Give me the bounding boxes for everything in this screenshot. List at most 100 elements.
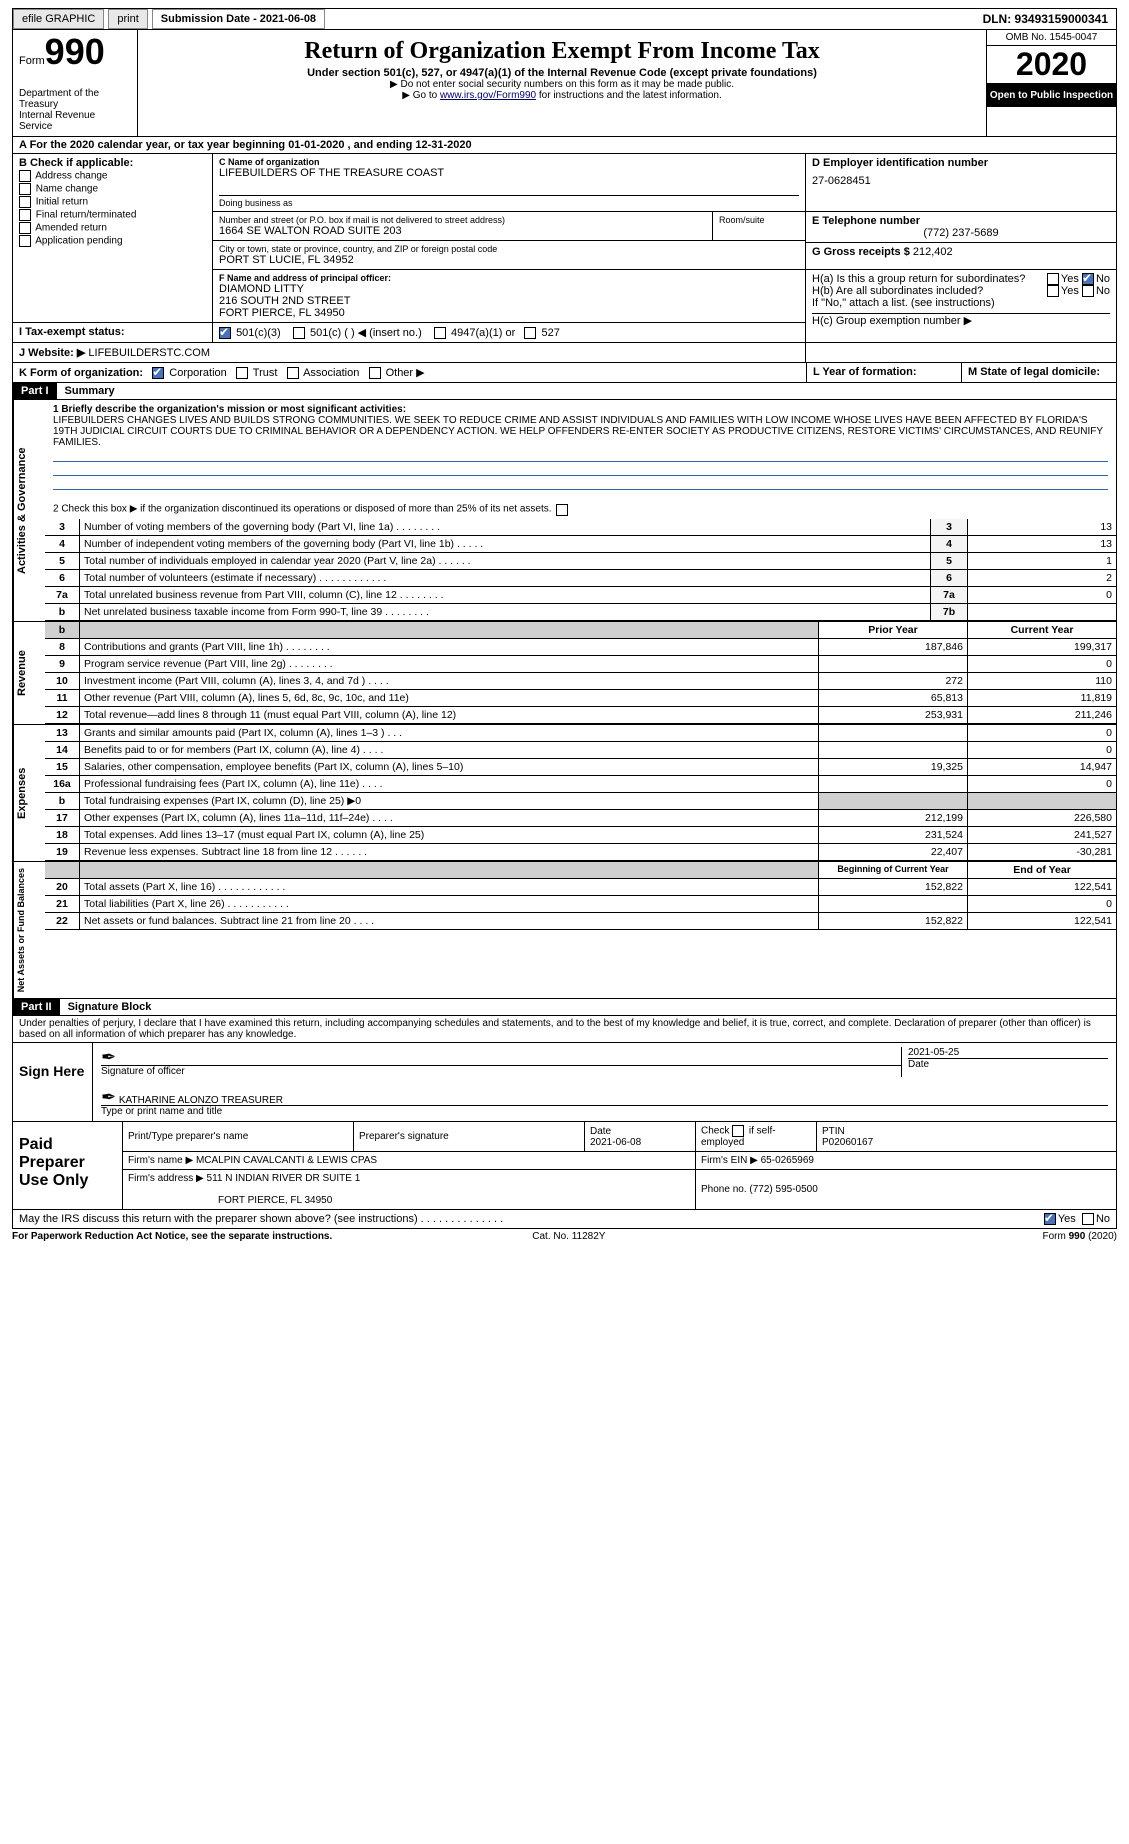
firm-name: MCALPIN CAVALCANTI & LEWIS CPAS (196, 1155, 377, 1166)
declaration: Under penalties of perjury, I declare th… (12, 1016, 1117, 1043)
paid-preparer: Paid Preparer Use Only Print/Type prepar… (12, 1122, 1117, 1210)
sign-here-label: Sign Here (13, 1043, 93, 1121)
year-formation: L Year of formation: (813, 366, 917, 378)
box-b-label: B Check if applicable: (19, 157, 206, 169)
exp-side-label: Expenses (13, 725, 45, 861)
rev-table: bPrior YearCurrent Year8Contributions an… (45, 622, 1116, 724)
self-emp-checkbox[interactable] (732, 1125, 744, 1137)
discuss-no-checkbox[interactable] (1082, 1213, 1094, 1225)
sig-date: 2021-05-25 (908, 1047, 1108, 1058)
activities-governance: Activities & Governance 1 Briefly descri… (12, 400, 1117, 622)
box-lm: L Year of formation: M State of legal do… (806, 363, 1116, 383)
box-h: H(a) Is this a group return for subordin… (806, 270, 1116, 343)
officer-addr2: FORT PIERCE, FL 34950 (219, 307, 799, 319)
prep-date: 2021-06-08 (590, 1137, 641, 1148)
form-org-label: K Form of organization: (19, 367, 143, 379)
net-side-label: Net Assets or Fund Balances (13, 862, 45, 998)
box-c-label: C Name of organization (219, 157, 799, 167)
form-title: Return of Organization Exempt From Incom… (144, 38, 980, 65)
discuss-yes-checkbox[interactable] (1044, 1213, 1056, 1225)
4947-checkbox[interactable] (434, 327, 446, 339)
expenses-section: Expenses 13Grants and similar amounts pa… (12, 725, 1117, 862)
omb-number: OMB No. 1545-0047 (987, 30, 1116, 46)
yes-label: Yes (1061, 273, 1079, 285)
527-checkbox[interactable] (524, 327, 536, 339)
prep-sig-label: Preparer's signature (354, 1122, 585, 1152)
form-subtitle: Under section 501(c), 527, or 4947(a)(1)… (144, 67, 980, 79)
website-value: LIFEBUILDERSTC.COM (88, 347, 210, 359)
street-value: 1664 SE WALTON ROAD SUITE 203 (219, 225, 706, 237)
firm-addr: 511 N INDIAN RIVER DR SUITE 1 (207, 1173, 361, 1184)
gov-side-label: Activities & Governance (13, 400, 45, 621)
corp-checkbox[interactable] (152, 367, 164, 379)
form-number: 990 (45, 31, 105, 72)
form-note2: ▶ Go to www.irs.gov/Form990 for instruct… (144, 90, 980, 101)
part1-title: Summary (57, 383, 123, 399)
box-c-addr: Number and street (or P.O. box if mail i… (213, 212, 806, 270)
state-domicile: M State of legal domicile: (968, 366, 1100, 378)
tax-status-label: I Tax-exempt status: (19, 326, 125, 338)
ha-label: H(a) Is this a group return for subordin… (812, 273, 1047, 285)
501c-checkbox[interactable] (293, 327, 305, 339)
footer-left: For Paperwork Reduction Act Notice, see … (12, 1231, 332, 1242)
ha-yes-checkbox[interactable] (1047, 273, 1059, 285)
irs-link[interactable]: www.irs.gov/Form990 (440, 90, 536, 101)
phone-label: E Telephone number (812, 215, 1110, 227)
page-footer: For Paperwork Reduction Act Notice, see … (12, 1229, 1117, 1244)
city-label: City or town, state or province, country… (219, 244, 799, 254)
firm-name-label: Firm's name ▶ (128, 1155, 193, 1166)
officer-name: DIAMOND LITTY (219, 283, 799, 295)
topbar: efile GRAPHIC print Submission Date - 20… (12, 8, 1117, 30)
phone-value: (772) 237-5689 (812, 227, 1110, 239)
box-k: K Form of organization: Corporation Trus… (13, 363, 806, 383)
sign-here: Sign Here ✒ Signature of officer 2021-05… (12, 1043, 1117, 1122)
revenue-section: Revenue bPrior YearCurrent Year8Contribu… (12, 622, 1117, 725)
hb-label: H(b) Are all subordinates included? (812, 285, 1047, 297)
firm-phone: (772) 595-0500 (749, 1184, 817, 1195)
form-label: Form (19, 55, 45, 67)
no-label: No (1096, 273, 1110, 285)
exp-table: 13Grants and similar amounts paid (Part … (45, 725, 1116, 861)
officer-label: F Name and address of principal officer: (219, 273, 799, 283)
assoc-checkbox[interactable] (287, 367, 299, 379)
box-c-name: C Name of organization LIFEBUILDERS OF T… (213, 154, 806, 212)
box-i: I Tax-exempt status: (13, 323, 213, 343)
sig-officer-label: Signature of officer (101, 1066, 901, 1077)
hb-no-checkbox[interactable] (1082, 285, 1094, 297)
box-d: D Employer identification number 27-0628… (806, 154, 1116, 212)
sig-type-label: Type or print name and title (101, 1106, 1108, 1117)
city-value: PORT ST LUCIE, FL 34952 (219, 254, 799, 266)
print-button[interactable]: print (108, 9, 147, 29)
rev-side-label: Revenue (13, 622, 45, 724)
ptin-label: PTIN (822, 1126, 845, 1137)
hb-yes-checkbox[interactable] (1047, 285, 1059, 297)
prep-label: Paid Preparer Use Only (13, 1122, 123, 1209)
ha-no-checkbox[interactable] (1082, 273, 1094, 285)
prep-name-label: Print/Type preparer's name (123, 1122, 354, 1152)
gross-label: G Gross receipts $ (812, 246, 910, 258)
ptin-value: P02060167 (822, 1137, 873, 1148)
ein-label: D Employer identification number (812, 157, 1110, 169)
hc-label: H(c) Group exemption number ▶ (812, 314, 1110, 327)
tax-year: 2020 (987, 46, 1116, 84)
form-note1: ▶ Do not enter social security numbers o… (144, 79, 980, 90)
entity-info: B Check if applicable: Address change Na… (12, 154, 1117, 383)
firm-addr-label: Firm's address ▶ (128, 1173, 204, 1184)
line2-checkbox[interactable] (556, 504, 568, 516)
room-label: Room/suite (719, 215, 799, 225)
box-i-opts: 501(c)(3) 501(c) ( ) ◀ (insert no.) 4947… (213, 323, 806, 343)
discuss-row: May the IRS discuss this return with the… (12, 1210, 1117, 1229)
footer-right: Form 990 (2020) (1043, 1231, 1117, 1242)
other-checkbox[interactable] (369, 367, 381, 379)
efile-button[interactable]: efile GRAPHIC (13, 9, 104, 29)
sig-name: KATHARINE ALONZO TREASURER (119, 1095, 283, 1106)
501c3-checkbox[interactable] (219, 327, 231, 339)
gov-table: 3Number of voting members of the governi… (45, 519, 1116, 621)
line-a: A For the 2020 calendar year, or tax yea… (12, 137, 1117, 154)
footer-mid: Cat. No. 11282Y (532, 1231, 605, 1242)
trust-checkbox[interactable] (236, 367, 248, 379)
submission-date: Submission Date - 2021-06-08 (152, 9, 325, 29)
prep-date-label: Date (590, 1126, 611, 1137)
self-emp-label: Check (701, 1126, 732, 1137)
sig-date-label: Date (908, 1059, 1108, 1070)
